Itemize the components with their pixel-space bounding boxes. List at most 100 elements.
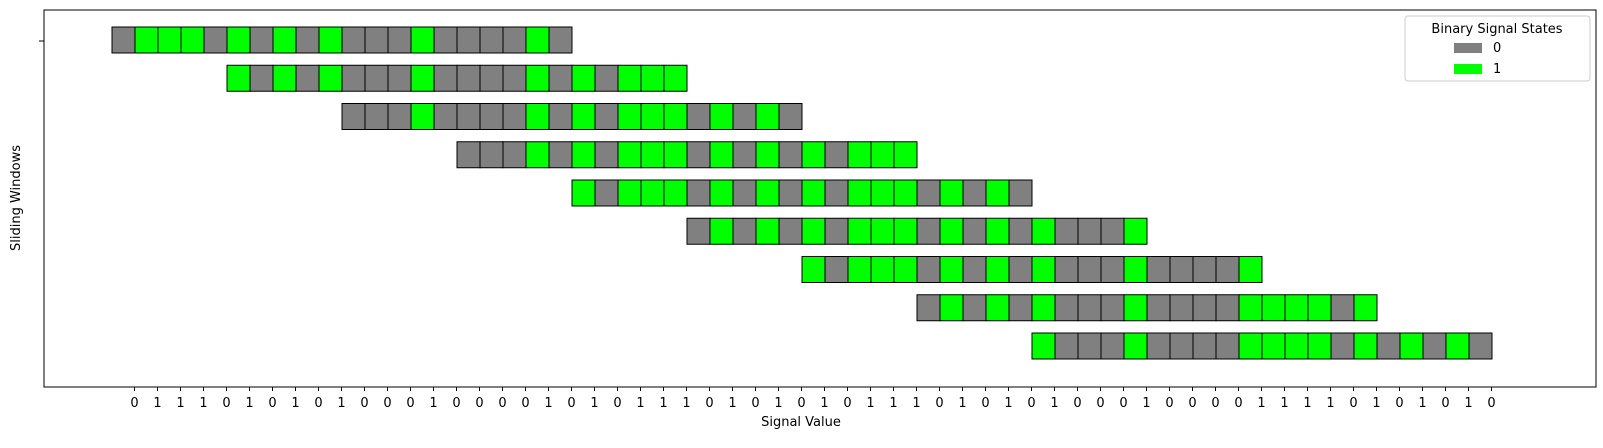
x-tick-label: 0 — [268, 396, 276, 411]
signal-cell — [502, 26, 527, 54]
x-tick-label: 0 — [843, 396, 851, 411]
signal-cell — [916, 217, 941, 245]
signal-cell — [548, 26, 573, 54]
signal-cell — [870, 179, 895, 207]
x-tick-label: 0 — [360, 396, 368, 411]
signal-cell — [387, 103, 412, 130]
signal-cell — [387, 64, 412, 92]
signal-cell — [456, 141, 481, 169]
signal-cell — [824, 256, 849, 283]
x-tick-label: 1 — [429, 396, 437, 411]
x-tick-label: 1 — [912, 396, 920, 411]
signal-cell — [709, 103, 734, 130]
x-tick-label: 0 — [1119, 396, 1127, 411]
signal-cell — [433, 64, 458, 92]
signal-cell — [1284, 294, 1309, 322]
signal-cell — [939, 217, 964, 245]
legend-swatch-1 — [1454, 64, 1482, 74]
signal-cell — [364, 26, 389, 54]
signal-cell — [410, 64, 435, 92]
signal-cell — [571, 179, 596, 207]
signal-cell — [502, 103, 527, 130]
signal-cell — [1445, 332, 1470, 360]
signal-cell — [824, 217, 849, 245]
signal-cell — [1054, 256, 1079, 283]
signal-cell — [1261, 294, 1286, 322]
signal-cell — [1008, 217, 1033, 245]
signal-cell — [571, 141, 596, 169]
signal-cell — [663, 103, 688, 130]
y-axis-label: Sliding Windows — [9, 145, 24, 251]
x-tick-label: 1 — [1004, 396, 1012, 411]
signal-cell — [686, 217, 711, 245]
signal-cell — [1192, 256, 1217, 283]
signal-cell — [640, 179, 665, 207]
x-axis-label: Signal Value — [761, 415, 841, 430]
x-tick-label: 0 — [1165, 396, 1173, 411]
signal-cell — [985, 179, 1010, 207]
x-tick-label: 1 — [1257, 396, 1265, 411]
x-tick-label: 0 — [1487, 396, 1495, 411]
signal-cell — [962, 294, 987, 322]
signal-cell — [1077, 332, 1102, 360]
signal-cell — [617, 103, 642, 130]
signal-cell — [916, 294, 941, 322]
signal-cell — [249, 26, 274, 54]
signal-cell — [755, 217, 780, 245]
signal-cell — [479, 26, 504, 54]
signal-cell — [433, 103, 458, 130]
x-tick-label: 1 — [1464, 396, 1472, 411]
x-tick-label: 0 — [935, 396, 943, 411]
signal-cell — [295, 26, 320, 54]
signal-cell — [1054, 294, 1079, 322]
signal-cell — [295, 64, 320, 92]
signal-cell — [1192, 294, 1217, 322]
signal-cell — [939, 256, 964, 283]
signal-cell — [778, 141, 803, 169]
signal-cell — [1031, 332, 1056, 360]
signal-cell — [755, 179, 780, 207]
signal-cell — [893, 217, 918, 245]
signal-cell — [755, 103, 780, 130]
signal-cell — [272, 64, 297, 92]
x-tick-label: 1 — [1303, 396, 1311, 411]
signal-cell — [1100, 332, 1125, 360]
signal-cell — [1008, 294, 1033, 322]
x-tick-label: 1 — [1372, 396, 1380, 411]
signal-cell — [1100, 256, 1125, 283]
signal-cell — [801, 141, 826, 169]
legend-label-0: 0 — [1493, 41, 1501, 56]
signal-cell — [709, 179, 734, 207]
x-tick-label: 1 — [544, 396, 552, 411]
signal-cell — [249, 64, 274, 92]
legend-swatch-0 — [1454, 43, 1482, 53]
signal-cell — [1054, 217, 1079, 245]
signal-cell — [318, 64, 343, 92]
signal-cell — [755, 141, 780, 169]
x-tick-label: 0 — [498, 396, 506, 411]
x-tick-label: 0 — [452, 396, 460, 411]
x-tick-label: 0 — [751, 396, 759, 411]
signal-cell — [1031, 256, 1056, 283]
signal-cell — [1146, 294, 1171, 322]
signal-cell — [341, 103, 366, 130]
signal-cell — [1077, 217, 1102, 245]
signal-cell — [341, 64, 366, 92]
x-tick-label: 1 — [176, 396, 184, 411]
signal-cell — [985, 294, 1010, 322]
x-tick-label: 1 — [682, 396, 690, 411]
x-tick-label: 1 — [774, 396, 782, 411]
signal-cell — [1353, 332, 1378, 360]
signal-cell — [893, 141, 918, 169]
signal-cell — [801, 179, 826, 207]
x-tick-label: 0 — [314, 396, 322, 411]
x-tick-label: 1 — [958, 396, 966, 411]
signal-cell — [709, 217, 734, 245]
signal-cell — [1100, 217, 1125, 245]
signal-cell — [1123, 217, 1148, 245]
x-tick-label: 0 — [705, 396, 713, 411]
signal-cell — [479, 103, 504, 130]
x-tick-label: 0 — [1073, 396, 1081, 411]
signal-cell — [1353, 294, 1378, 322]
